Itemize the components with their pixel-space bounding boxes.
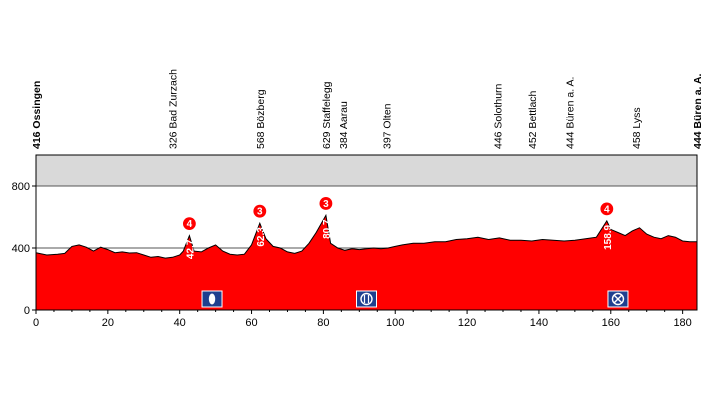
climb-category-badge (181, 216, 197, 232)
climb-km-label: 42.7 (185, 239, 196, 259)
x-tick-label: 60 (245, 317, 257, 329)
climb-marker: 380.7 (318, 195, 334, 239)
x-tick-label: 180 (673, 317, 691, 329)
x-axis: 0 20 40 60 80 100 120 140 160 180 (33, 310, 692, 329)
y-tick-label: 400 (12, 243, 30, 255)
location-label: 416 Ossingen (31, 81, 43, 149)
x-tick-label: 160 (602, 317, 620, 329)
x-tick-label: 40 (174, 317, 186, 329)
x-tick-label: 120 (458, 317, 476, 329)
location-label: 458 Lyss (631, 107, 643, 149)
plot-frame (35, 154, 698, 311)
event-markers (201, 290, 629, 308)
location-label: 326 Bad Zurzach (168, 69, 180, 149)
feed-icon (356, 290, 377, 308)
climb-km-label: 62.3 (256, 227, 267, 247)
sprint-icon (201, 290, 223, 308)
location-labels: 416 Ossingen 326 Bad Zurzach 568 Bözberg 62… (31, 69, 704, 149)
y-tick-label: 800 (12, 181, 30, 193)
location-label: 452 Bettlach (527, 90, 539, 149)
climb-marker: 4 158.9 (599, 201, 615, 250)
climb-category: 4 (604, 204, 610, 215)
climb-category-badge (318, 195, 334, 212)
climb-category-badge (599, 201, 615, 217)
climb-category: 4 (187, 219, 193, 230)
bonus-icon (607, 290, 629, 308)
location-label: 446 Solothurn (493, 83, 505, 149)
climb-km-label: 80.7 (322, 219, 333, 239)
climb-category: 3 (257, 207, 263, 218)
climb-category: 3 (323, 199, 329, 210)
x-tick-label: 140 (530, 317, 548, 329)
x-tick-label: 20 (102, 317, 114, 329)
location-label: 629 Staffelegg (321, 81, 333, 149)
x-tick-label: 80 (317, 317, 329, 329)
y-axis: 0 400 800 (12, 181, 36, 317)
y-tick-label: 0 (24, 305, 30, 317)
location-label: 568 Bözberg (255, 89, 267, 149)
x-tick-label: 0 (33, 317, 39, 329)
location-label: 444 Büren a. A. (564, 77, 576, 149)
climb-category-badge (252, 203, 268, 219)
climb-marker: 362.3 (252, 203, 268, 247)
x-tick-label: 100 (386, 317, 404, 329)
elevation-area (35, 213, 698, 311)
location-label: 397 Olten (381, 103, 393, 149)
upper-band (36, 155, 697, 186)
climb-km-label: 158.9 (603, 224, 614, 249)
climb-marker: 442.7 (181, 216, 197, 259)
location-label: 444 Büren a. A. (692, 73, 704, 149)
location-label: 384 Aarau (338, 101, 350, 149)
